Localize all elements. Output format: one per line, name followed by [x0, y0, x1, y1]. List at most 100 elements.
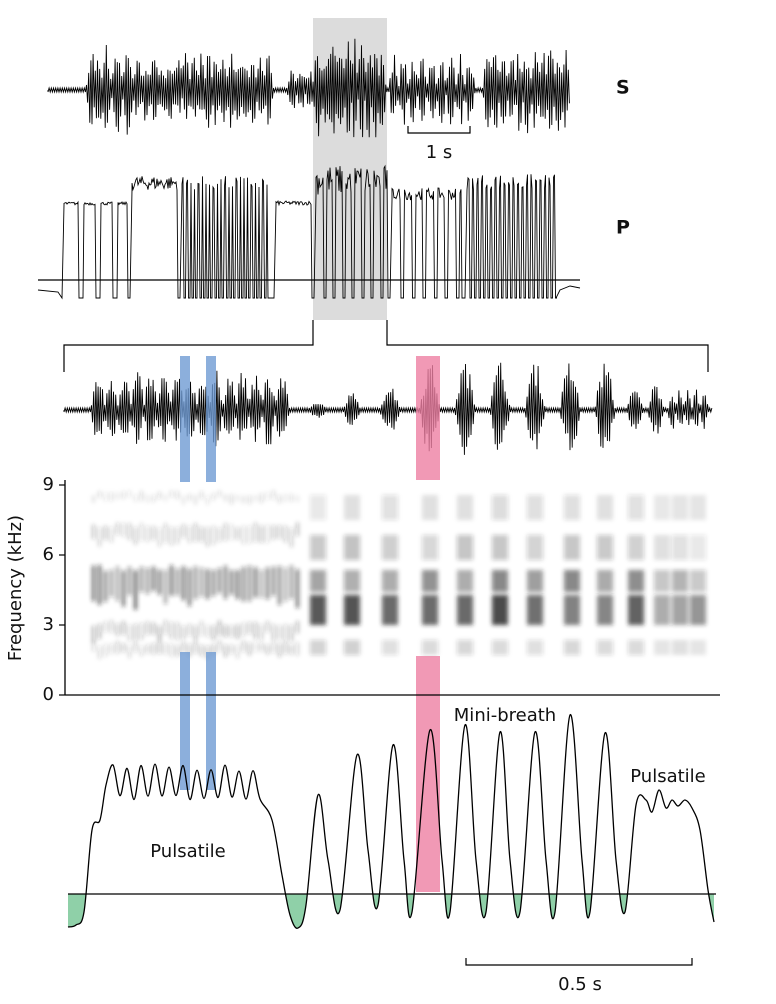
spectral-energy — [422, 535, 438, 560]
spectral-energy — [310, 640, 326, 655]
spectral-energy — [206, 569, 209, 600]
spectral-energy — [236, 494, 239, 502]
spectral-energy — [206, 495, 209, 505]
spectral-energy — [140, 523, 143, 541]
spectral-energy — [236, 527, 239, 540]
spectral-energy — [110, 620, 113, 633]
highlight — [206, 652, 216, 790]
spectral-energy — [284, 525, 287, 543]
spectral-energy — [290, 644, 293, 655]
spectral-energy — [98, 623, 101, 639]
spectral-energy — [128, 645, 131, 659]
spectral-energy — [527, 495, 543, 520]
spectral-energy — [98, 565, 101, 605]
spectral-energy — [248, 621, 251, 635]
spectral-energy — [690, 570, 706, 592]
spectral-energy — [110, 643, 113, 654]
spectral-energy — [290, 565, 293, 599]
spectral-energy — [242, 622, 245, 637]
spectral-energy — [110, 526, 113, 543]
spectral-energy — [296, 642, 299, 656]
spectral-energy — [116, 623, 119, 636]
spectral-energy — [152, 622, 155, 635]
waveform — [37, 164, 581, 300]
spectral-energy — [176, 491, 179, 500]
spectral-energy — [134, 570, 137, 610]
spectral-energy — [290, 494, 293, 502]
spectral-energy — [278, 625, 281, 640]
spectral-energy — [672, 570, 688, 592]
spectral-energy — [272, 624, 275, 641]
spectral-energy — [310, 495, 326, 520]
spectral-energy — [164, 643, 167, 655]
spectral-energy — [170, 621, 173, 639]
spectral-energy — [164, 569, 167, 604]
spectral-energy — [296, 620, 299, 634]
spectral-energy — [218, 568, 221, 594]
spectral-energy — [176, 645, 179, 657]
spectral-energy — [527, 595, 543, 625]
spectral-energy — [564, 495, 580, 520]
spectral-energy — [206, 625, 209, 638]
spectral-energy — [654, 640, 670, 655]
spectral-energy — [422, 640, 438, 655]
spectral-energy — [212, 493, 215, 501]
spectral-energy — [242, 495, 245, 504]
spectral-energy — [690, 535, 706, 560]
spectral-energy — [134, 527, 137, 545]
spectral-energy — [128, 523, 131, 540]
spectral-energy — [128, 566, 131, 596]
spectral-energy — [266, 567, 269, 600]
spectral-energy — [266, 621, 269, 633]
spectral-energy — [422, 595, 438, 625]
spectral-energy — [128, 490, 131, 498]
spectral-energy — [628, 595, 644, 625]
spectral-energy — [654, 495, 670, 520]
spectral-energy — [104, 492, 107, 502]
spectral-energy — [182, 641, 185, 653]
spectral-energy — [284, 624, 287, 641]
spectral-energy — [92, 565, 95, 602]
spectral-energy — [296, 495, 299, 503]
spectral-energy — [200, 567, 203, 597]
sound-trace — [47, 38, 570, 138]
spectral-energy — [212, 644, 215, 656]
spectral-energy — [116, 492, 119, 500]
y-tick-label: 6 — [43, 544, 54, 565]
spectral-energy — [140, 566, 143, 593]
spectral-energy — [248, 565, 251, 602]
spectral-energy — [158, 569, 161, 595]
spectral-energy — [194, 523, 197, 542]
spectral-energy — [158, 625, 161, 642]
spectral-energy — [182, 625, 185, 640]
spectral-energy — [188, 525, 191, 543]
spectral-energy — [224, 523, 227, 541]
highlight — [180, 356, 190, 482]
spectral-energy — [672, 595, 688, 625]
scale-bar — [465, 958, 693, 966]
highlight — [206, 356, 216, 482]
spectral-energy — [236, 570, 239, 600]
waveform — [47, 38, 570, 138]
spectral-energy — [310, 570, 326, 592]
y-tick-label: 3 — [43, 614, 54, 635]
highlight — [416, 356, 440, 480]
spectral-energy — [128, 624, 131, 642]
spectral-energy — [146, 644, 149, 654]
spectral-energy — [254, 567, 257, 598]
spectral-energy — [266, 524, 269, 544]
spectral-energy — [116, 640, 119, 654]
spectral-energy — [672, 495, 688, 520]
spectral-energy — [200, 526, 203, 542]
spectral-energy — [134, 495, 137, 502]
spectral-energy — [182, 566, 185, 601]
spectral-energy — [182, 524, 185, 538]
spectral-energy — [527, 570, 543, 592]
spectral-energy — [654, 570, 670, 592]
spectral-energy — [628, 535, 644, 560]
spectral-energy — [188, 568, 191, 607]
spectral-energy — [158, 527, 161, 547]
spectral-energy — [194, 625, 197, 640]
zoom-bracket — [63, 320, 709, 372]
spectral-energy — [152, 494, 155, 503]
